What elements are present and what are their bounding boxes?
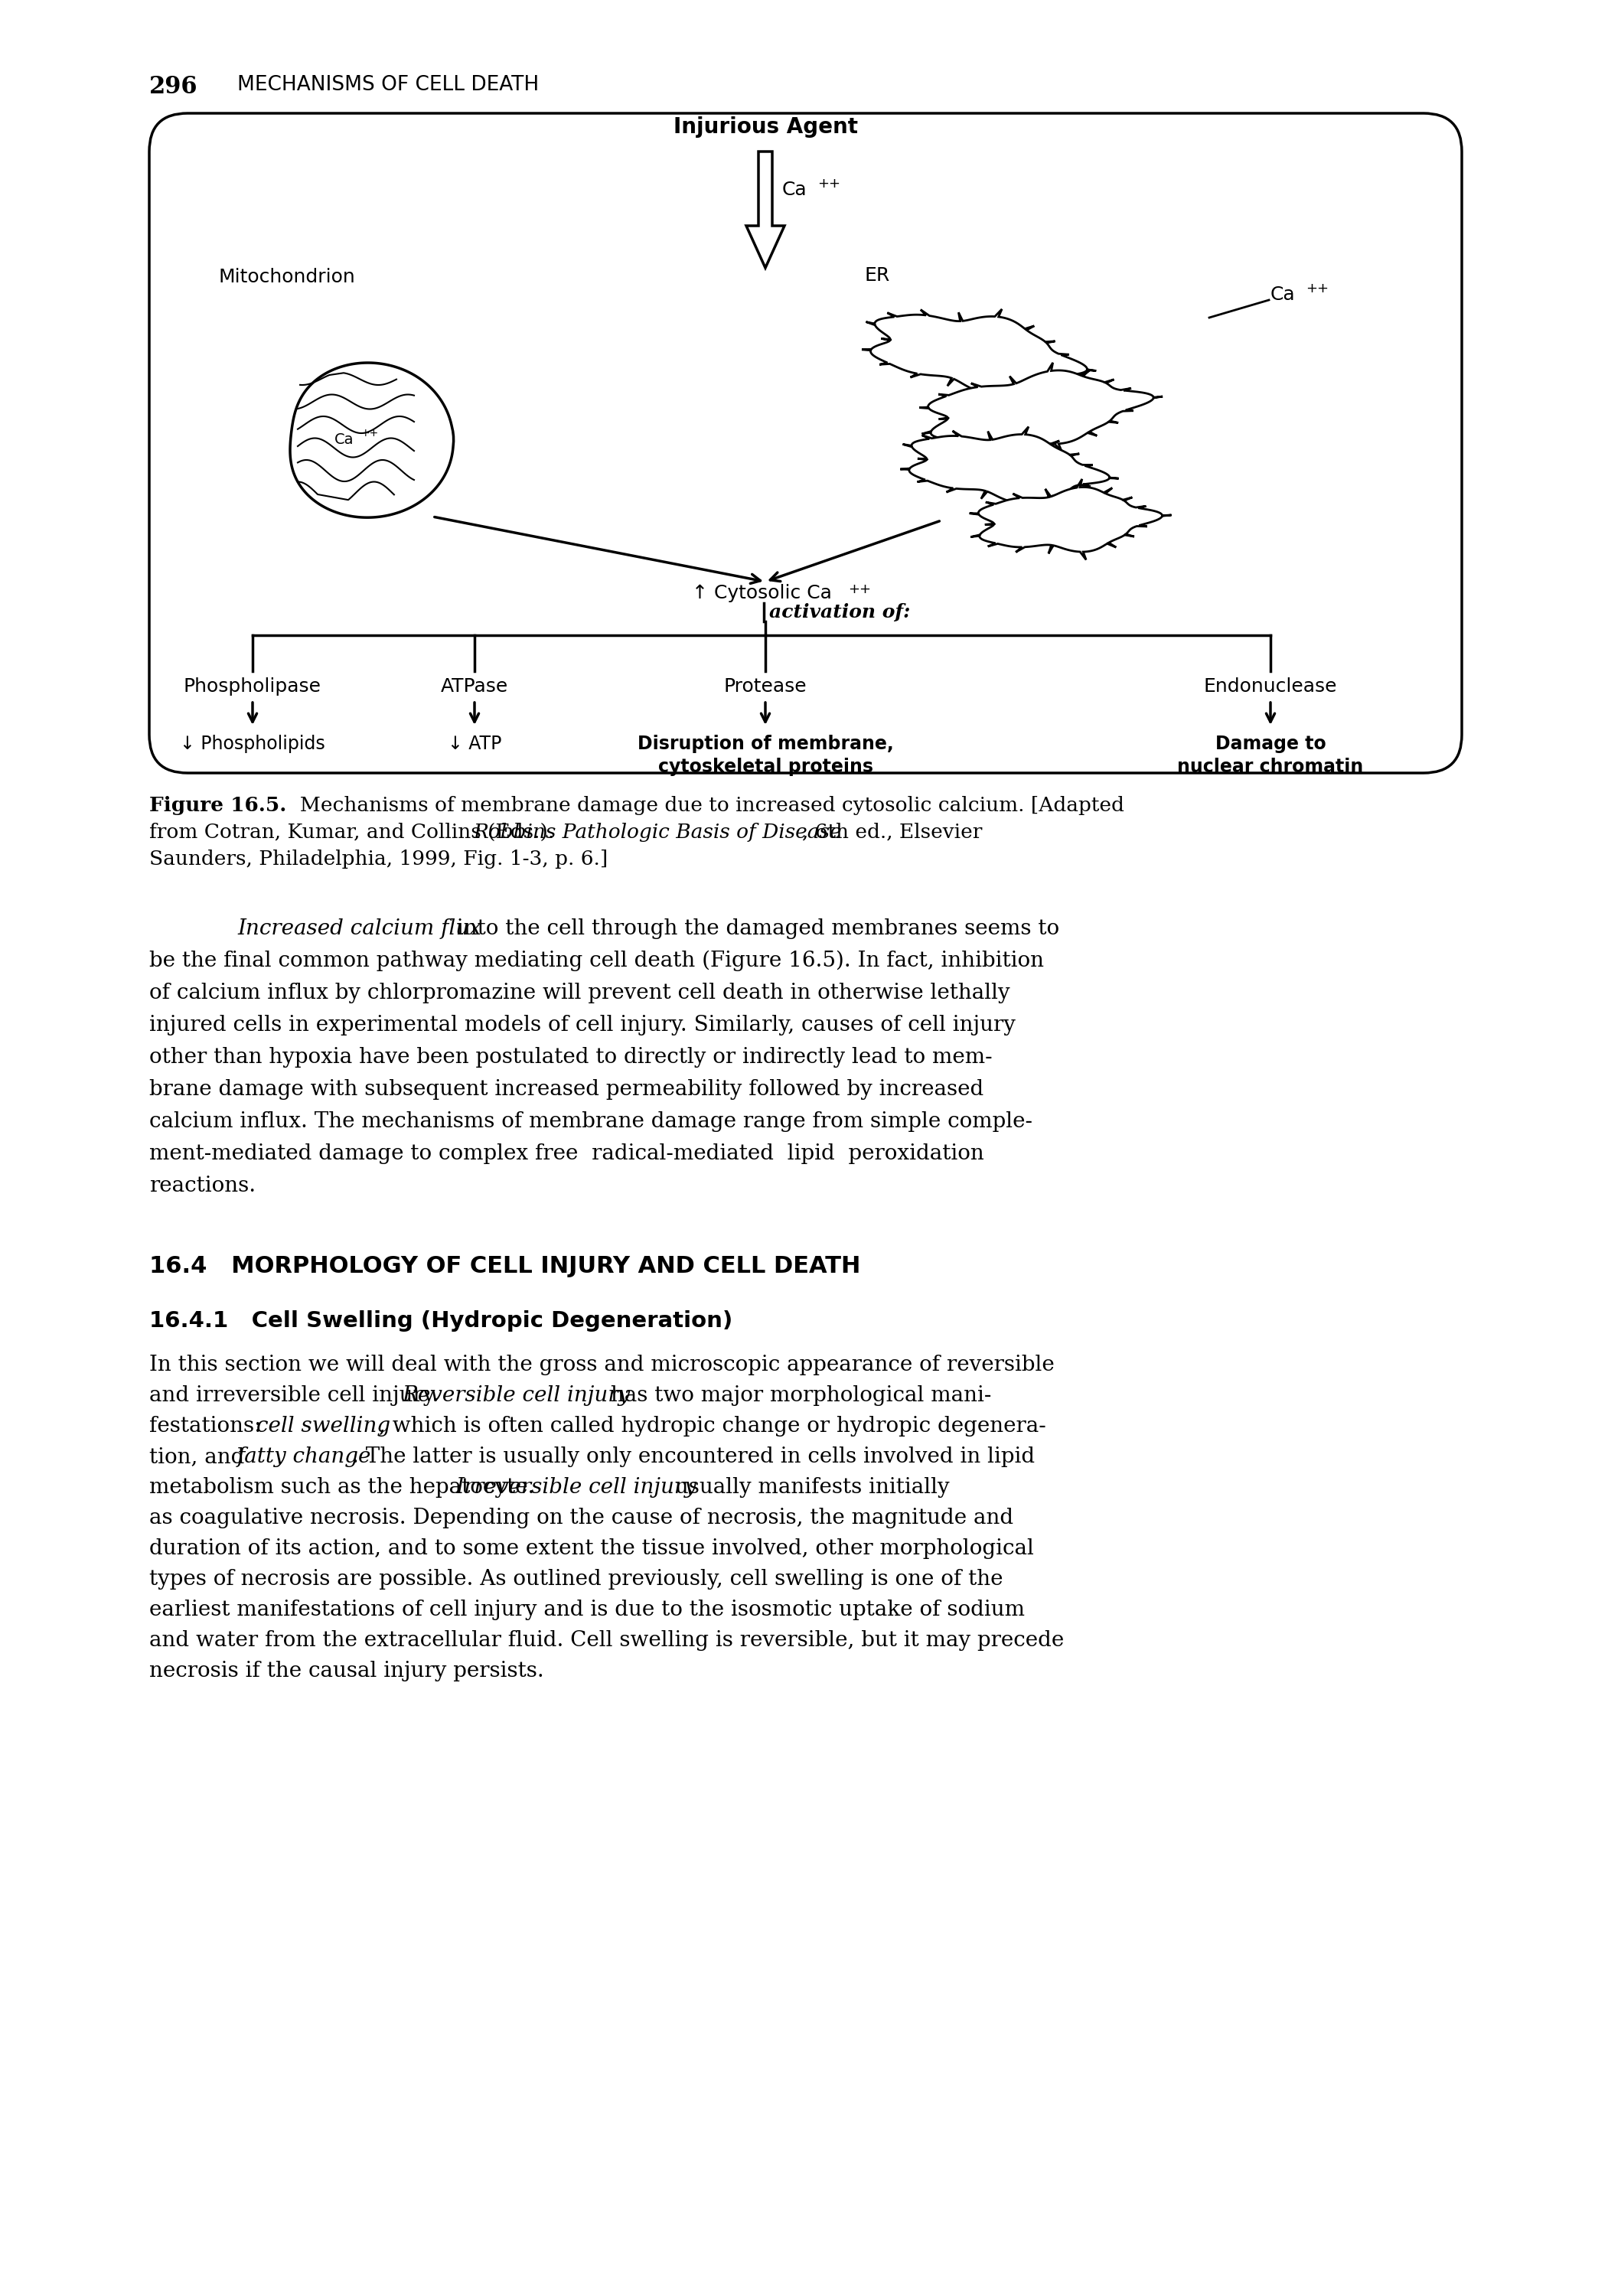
Text: Protease: Protease	[724, 677, 807, 696]
Text: , 6th ed., Elsevier: , 6th ed., Elsevier	[802, 822, 982, 843]
Text: Disruption of membrane,: Disruption of membrane,	[637, 735, 894, 753]
Text: nuclear chromatin: nuclear chromatin	[1177, 758, 1364, 776]
Text: from Cotran, Kumar, and Collins (Eds.).: from Cotran, Kumar, and Collins (Eds.).	[150, 822, 561, 843]
Text: fatty change: fatty change	[238, 1446, 371, 1467]
Text: activation of:: activation of:	[769, 604, 910, 622]
Text: ++: ++	[360, 427, 378, 439]
Text: as coagulative necrosis. Depending on the cause of necrosis, the magnitude and: as coagulative necrosis. Depending on th…	[150, 1508, 1013, 1529]
Text: and irreversible cell injury.: and irreversible cell injury.	[150, 1384, 445, 1405]
Text: reactions.: reactions.	[150, 1176, 256, 1196]
Text: ++: ++	[1306, 282, 1328, 296]
Text: has two major morphological mani-: has two major morphological mani-	[605, 1384, 992, 1405]
Text: festations:: festations:	[150, 1417, 269, 1437]
Text: necrosis if the causal injury persists.: necrosis if the causal injury persists.	[150, 1660, 544, 1681]
Text: Mitochondrion: Mitochondrion	[219, 269, 355, 287]
Text: Saunders, Philadelphia, 1999, Fig. 1-3, p. 6.]: Saunders, Philadelphia, 1999, Fig. 1-3, …	[150, 850, 608, 868]
Text: ER: ER	[865, 266, 891, 285]
Text: cytoskeletal proteins: cytoskeletal proteins	[658, 758, 873, 776]
Text: Phospholipase: Phospholipase	[183, 677, 322, 696]
Text: 296: 296	[150, 76, 198, 99]
Text: Damage to: Damage to	[1216, 735, 1327, 753]
Text: In this section we will deal with the gross and microscopic appearance of revers: In this section we will deal with the gr…	[150, 1355, 1055, 1375]
Text: ATPase: ATPase	[441, 677, 508, 696]
Text: ment-mediated damage to complex free  radical-mediated  lipid  peroxidation: ment-mediated damage to complex free rad…	[150, 1143, 984, 1164]
Text: be the final common pathway mediating cell death (Figure 16.5). In fact, inhibit: be the final common pathway mediating ce…	[150, 951, 1044, 971]
Text: Injurious Agent: Injurious Agent	[674, 117, 857, 138]
Text: Increased calcium flux: Increased calcium flux	[238, 918, 481, 939]
Text: Robbins Pathologic Basis of Disease: Robbins Pathologic Basis of Disease	[473, 822, 841, 843]
Text: Reversible cell injury: Reversible cell injury	[402, 1384, 630, 1405]
Text: of calcium influx by chlorpromazine will prevent cell death in otherwise lethall: of calcium influx by chlorpromazine will…	[150, 983, 1010, 1003]
Polygon shape	[900, 427, 1119, 512]
Text: ++: ++	[847, 583, 872, 597]
Text: cell swelling: cell swelling	[256, 1417, 391, 1437]
Text: ↑ Cytosolic Ca: ↑ Cytosolic Ca	[691, 583, 831, 602]
Text: metabolism such as the hepatocyte.: metabolism such as the hepatocyte.	[150, 1476, 542, 1497]
Polygon shape	[920, 363, 1163, 452]
Text: earliest manifestations of cell injury and is due to the isosmotic uptake of sod: earliest manifestations of cell injury a…	[150, 1600, 1024, 1621]
Text: , which is often called hydropic change or hydropic degenera-: , which is often called hydropic change …	[379, 1417, 1047, 1437]
Text: 16.4   MORPHOLOGY OF CELL INJURY AND CELL DEATH: 16.4 MORPHOLOGY OF CELL INJURY AND CELL …	[150, 1256, 860, 1277]
Text: MECHANISMS OF CELL DEATH: MECHANISMS OF CELL DEATH	[238, 76, 539, 94]
Text: Irreversible cell injury: Irreversible cell injury	[455, 1476, 696, 1497]
Text: usually manifests initially: usually manifests initially	[669, 1476, 949, 1497]
Text: Mechanisms of membrane damage due to increased cytosolic calcium. [Adapted: Mechanisms of membrane damage due to inc…	[286, 797, 1124, 815]
FancyBboxPatch shape	[150, 113, 1462, 774]
Text: calcium influx. The mechanisms of membrane damage range from simple comple-: calcium influx. The mechanisms of membra…	[150, 1111, 1032, 1132]
Text: and water from the extracellular fluid. Cell swelling is reversible, but it may : and water from the extracellular fluid. …	[150, 1630, 1064, 1651]
Polygon shape	[862, 310, 1097, 402]
Text: into the cell through the damaged membranes seems to: into the cell through the damaged membra…	[450, 918, 1060, 939]
Polygon shape	[746, 152, 785, 269]
Text: 16.4.1   Cell Swelling (Hydropic Degeneration): 16.4.1 Cell Swelling (Hydropic Degenerat…	[150, 1311, 733, 1332]
Text: types of necrosis are possible. As outlined previously, cell swelling is one of : types of necrosis are possible. As outli…	[150, 1568, 1003, 1589]
Text: Ca: Ca	[781, 181, 807, 200]
Polygon shape	[289, 363, 453, 517]
Text: ↓ ATP: ↓ ATP	[447, 735, 502, 753]
Text: injured cells in experimental models of cell injury. Similarly, causes of cell i: injured cells in experimental models of …	[150, 1015, 1016, 1035]
Text: tion, and: tion, and	[150, 1446, 251, 1467]
Text: ↓ Phospholipids: ↓ Phospholipids	[180, 735, 325, 753]
Text: Ca: Ca	[1270, 285, 1296, 303]
Text: Figure 16.5.: Figure 16.5.	[150, 797, 286, 815]
Polygon shape	[970, 480, 1171, 560]
Text: brane damage with subsequent increased permeability followed by increased: brane damage with subsequent increased p…	[150, 1079, 984, 1100]
Text: . The latter is usually only encountered in cells involved in lipid: . The latter is usually only encountered…	[352, 1446, 1036, 1467]
Text: Ca: Ca	[334, 432, 354, 448]
Text: other than hypoxia have been postulated to directly or indirectly lead to mem-: other than hypoxia have been postulated …	[150, 1047, 992, 1068]
Text: ++: ++	[817, 177, 841, 191]
Text: duration of its action, and to some extent the tissue involved, other morphologi: duration of its action, and to some exte…	[150, 1538, 1034, 1559]
Text: Endonuclease: Endonuclease	[1204, 677, 1338, 696]
